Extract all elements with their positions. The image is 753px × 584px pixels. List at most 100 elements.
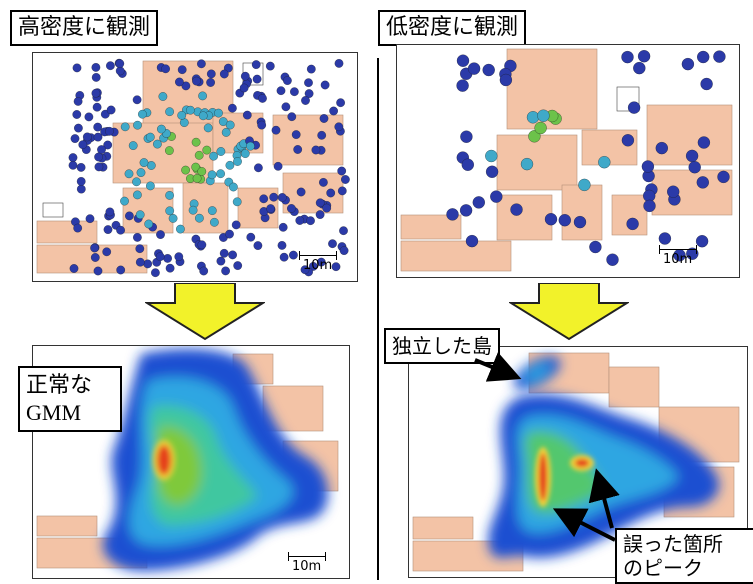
measurement-dot [202,145,212,155]
measurement-dot [91,73,101,82]
high-density-map-panel: 10m [32,52,358,282]
measurement-dot [621,50,634,64]
scale-bar-line [288,552,326,561]
measurement-dot [713,50,726,63]
measurement-dot [120,122,130,132]
measurement-dot [633,61,646,75]
measurement-dot [103,225,113,234]
measurement-dot [685,149,699,163]
measurement-dot [197,59,206,69]
measurement-dot [186,105,195,115]
low-density-map-panel: 10m [396,44,740,278]
measurement-dot [251,60,261,69]
measurement-dot [165,263,175,273]
measurement-dot [198,91,207,101]
measurement-dot [337,166,347,176]
measurement-dot [578,178,591,192]
measurement-dot [337,186,347,196]
measurement-dot [246,232,256,242]
measurement-dot [658,232,672,245]
scale-bar-label: 10m [303,258,333,273]
measurement-dot [322,203,332,213]
measurement-dot [283,76,292,85]
measurement-dots [446,50,730,266]
measurement-dot [139,158,149,167]
measurement-dot [155,252,165,262]
measurement-dot [339,226,348,236]
measurement-dot [199,266,209,276]
measurement-dot [696,176,709,189]
measurement-dot [655,141,668,155]
measurement-dot [316,257,326,267]
normal-gmm-callout: 正常な GMM [18,366,122,432]
low-density-floor-map [400,48,733,272]
measurement-dot [144,219,154,229]
measurement-dot [207,170,217,180]
measurement-dot [319,114,329,123]
measurement-dot [598,156,611,169]
normal-gmm-heatmap [36,348,339,571]
down-arrow-left [145,283,265,341]
scale-bar-label: 10m [663,252,693,267]
measurement-dot [216,169,225,179]
measurement-dot [544,213,558,226]
measurement-dot [102,247,112,257]
measurement-dot [93,122,103,132]
measurement-dot [287,112,297,122]
measurement-dot [93,132,103,142]
measurement-dot [271,125,281,135]
measurement-dot [207,206,217,215]
measurement-dot [175,77,184,87]
normal-gmm-callout-line1: 正常な [26,372,93,397]
measurement-dot [269,192,279,202]
measurement-dot [106,105,116,115]
measurement-dot [336,98,345,108]
measurement-dot [490,190,503,203]
measurement-dot [219,248,229,258]
measurement-dot [258,94,267,103]
measurement-dot [128,141,138,150]
measurement-dot [76,184,86,194]
measurement-dot [537,109,550,122]
measurement-dots [68,58,350,278]
measurement-dot [206,69,216,79]
measurement-dot [94,162,104,172]
measurement-dot [181,81,191,91]
measurement-dot [306,216,315,226]
measurement-dot [277,241,287,250]
measurement-dot [311,145,321,155]
measurement-dot [133,233,142,242]
measurement-dot [231,220,241,230]
measurement-dot [252,74,262,84]
scale-bar-line [299,251,337,260]
measurement-dot [232,197,242,207]
measurement-dot [233,261,243,270]
measurement-dot [228,250,237,260]
measurement-dot [276,86,286,96]
measurement-dot [198,111,208,121]
measurement-dot [165,107,174,117]
scale-bar-high-top: 10m [299,249,339,273]
high-density-floor-map [36,58,350,278]
measurement-dot [301,96,310,105]
measurement-dot [105,126,114,136]
measurement-dot [133,120,142,130]
isolated-island-callout: 独立した島 [384,328,500,364]
measurement-dot [460,130,473,143]
measurement-dot [485,149,498,163]
measurement-dot [485,165,499,178]
measurement-dot [643,199,656,213]
measurement-dot [124,169,134,179]
measurement-dot [73,97,83,106]
measurement-dot [334,122,344,132]
measurement-dot [177,111,187,120]
measurement-dot [461,158,474,171]
measurement-dot [195,213,204,223]
measurement-dot [174,252,184,262]
measurement-dot [194,150,204,160]
measurement-dot [526,111,540,124]
measurement-dot [589,240,602,254]
measurement-dot [289,250,298,260]
measurement-dot [300,265,310,275]
measurement-dot [177,65,187,75]
